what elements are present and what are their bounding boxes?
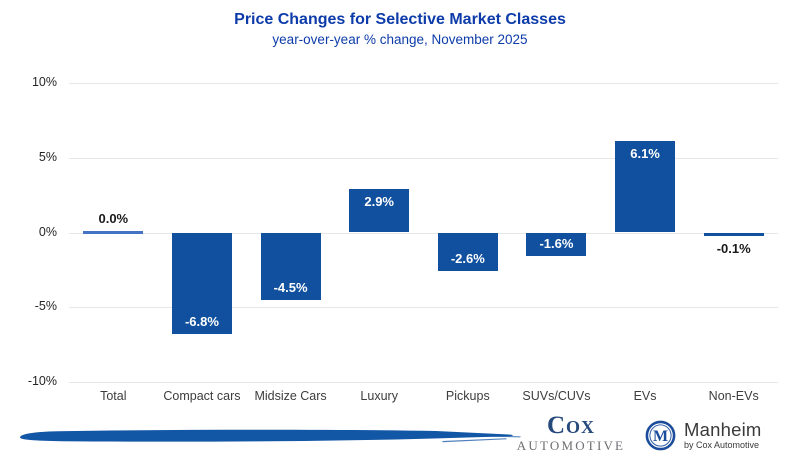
bar (260, 232, 321, 300)
bar (615, 141, 676, 233)
manheim-name: Manheim (684, 418, 762, 440)
gridline (69, 232, 778, 234)
manheim-monogram-letter: M (653, 428, 668, 445)
bar (83, 231, 144, 234)
bar (349, 189, 410, 233)
bar-value-label: 2.9% (364, 194, 394, 210)
brush-stroke-path (20, 429, 513, 442)
y-axis-tick-label: -10% (27, 374, 57, 388)
manheim-logo: M Manheim by Cox Automotive (644, 419, 762, 452)
chart-title: Price Changes for Selective Market Class… (234, 11, 566, 28)
bar-value-label: -0.1% (716, 241, 751, 256)
manheim-monogram-icon: M (645, 420, 676, 451)
bar-value-label: -4.5% (273, 279, 308, 295)
bar-value-label: 6.1% (630, 146, 660, 162)
x-axis-category-label: Compact cars (163, 389, 241, 403)
x-axis-category-label: Non-EVs (708, 389, 759, 403)
brush-splatter (442, 435, 521, 443)
x-axis-category-label: Total (100, 389, 127, 403)
chart-subtitle: year-over-year % change, November 2025 (272, 32, 528, 47)
brush-stroke-decoration (20, 429, 521, 443)
y-axis-tick-label: -5% (34, 299, 57, 314)
x-axis-category-label: EVs (633, 389, 657, 403)
x-axis-category-label: Pickups (445, 389, 490, 403)
x-axis-category-label: Luxury (360, 389, 398, 403)
bar-value-label: -2.6% (450, 251, 485, 267)
cox-automotive-logo: Cox AUTOMOTIVE (508, 413, 634, 452)
x-axis-category-label: Midsize Cars (254, 389, 327, 403)
gridline (69, 83, 778, 84)
gridline (69, 307, 778, 309)
bar-value-label: -1.6% (539, 236, 574, 252)
bar-value-label: 0.0% (98, 211, 129, 227)
bar-value-label: -6.8% (184, 314, 219, 330)
gridline (69, 382, 778, 383)
y-axis-tick-label: 10% (31, 75, 57, 89)
cox-automotive-subtext: AUTOMOTIVE (516, 438, 626, 453)
bar (171, 232, 232, 335)
bar (703, 232, 764, 236)
manheim-tagline: by Cox Automotive (684, 440, 760, 451)
x-axis-category-label: SUVs/CUVs (522, 389, 591, 403)
y-axis-tick-label: 0% (38, 224, 57, 239)
gridline (69, 157, 778, 159)
bar (526, 232, 587, 257)
cox-wordmark: Cox (546, 412, 596, 439)
bar (437, 232, 498, 272)
y-axis-tick-label: 5% (38, 149, 57, 164)
